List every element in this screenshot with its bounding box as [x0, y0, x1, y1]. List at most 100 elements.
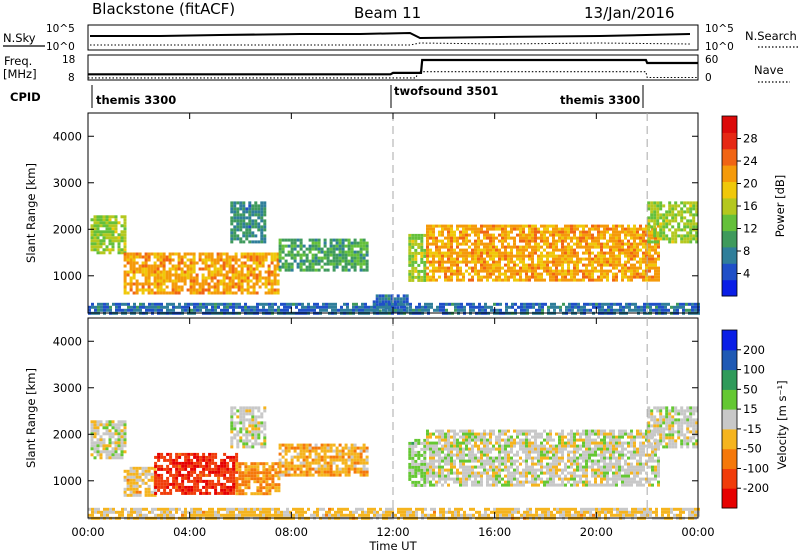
velocity-cell — [181, 479, 185, 483]
velocity-cell — [241, 483, 245, 487]
velocity-cell — [537, 435, 540, 439]
power-cell — [686, 219, 690, 223]
power-cell — [93, 221, 97, 225]
velocity-cell — [268, 471, 272, 475]
velocity-cell — [123, 420, 127, 424]
velocity-cell — [489, 483, 492, 487]
power-cell — [639, 239, 642, 243]
power-cell — [516, 227, 519, 231]
power-cell — [252, 252, 256, 256]
power-cell — [365, 250, 369, 254]
power-cell — [478, 308, 481, 312]
power-cell — [520, 308, 523, 312]
power-cell — [273, 291, 277, 295]
power-cell — [290, 268, 294, 272]
power-cell — [483, 236, 486, 240]
power-cell — [267, 273, 271, 277]
power-cell — [550, 305, 553, 309]
power-cell — [594, 236, 597, 240]
power-cell — [567, 254, 570, 258]
power-cell — [169, 302, 172, 306]
velocity-cell — [299, 455, 303, 459]
power-cell — [251, 207, 255, 211]
power-cell — [429, 248, 432, 252]
velocity-cell — [465, 438, 468, 442]
power-cell — [138, 255, 142, 259]
power-cell — [411, 278, 415, 282]
power-cell — [320, 256, 324, 260]
power-cell — [123, 236, 127, 240]
velocity-cell — [501, 477, 504, 481]
velocity-cell — [543, 453, 546, 457]
power-cell — [307, 302, 310, 306]
power-cell — [195, 282, 199, 286]
velocity-cell — [320, 467, 324, 471]
velocity-cell — [241, 480, 245, 484]
power-cell — [417, 242, 421, 246]
velocity-cell — [193, 452, 197, 456]
power-cell — [537, 260, 540, 264]
power-cell — [270, 252, 274, 256]
power-cell — [108, 221, 112, 225]
power-cell — [462, 224, 465, 228]
power-cell — [141, 273, 145, 277]
power-cell — [385, 302, 388, 306]
power-cell — [240, 252, 244, 256]
velocity-cell — [126, 481, 130, 485]
velocity-cell — [254, 436, 258, 440]
power-cell — [645, 233, 648, 237]
velocity-cell — [232, 473, 236, 477]
power-cell — [236, 228, 240, 232]
velocity-cell — [329, 455, 333, 459]
power-cell — [189, 264, 193, 268]
velocity-cell — [549, 477, 552, 481]
power-cell — [159, 252, 163, 256]
power-cell — [129, 261, 133, 265]
power-cell — [186, 288, 190, 292]
power-cell — [501, 227, 504, 231]
power-cell — [417, 263, 421, 267]
power-cell — [588, 272, 591, 276]
power-cell — [507, 251, 510, 255]
velocity-cell — [260, 421, 264, 425]
power-cell — [600, 251, 603, 255]
power-cell — [447, 248, 450, 252]
power-cell — [513, 224, 516, 228]
velocity-cell — [447, 462, 450, 466]
velocity-cell — [154, 485, 158, 489]
power-cell — [633, 251, 636, 255]
velocity-cell — [114, 438, 118, 442]
power-cell — [648, 251, 651, 255]
power-cell — [597, 239, 600, 243]
velocity-cell — [480, 447, 483, 451]
power-cell — [302, 253, 306, 257]
power-cell — [450, 224, 453, 228]
power-cell — [114, 236, 118, 240]
velocity-cell — [99, 450, 103, 454]
velocity-cell — [129, 469, 133, 473]
power-cell — [634, 305, 637, 309]
velocity-cell — [323, 452, 327, 456]
velocity-cell — [483, 465, 486, 469]
power-cell — [335, 253, 339, 257]
power-cell — [492, 245, 495, 249]
power-cell — [543, 239, 546, 243]
power-cell — [276, 291, 280, 295]
power-cell — [627, 245, 630, 249]
power-cell — [373, 308, 376, 312]
power-cell — [537, 272, 540, 276]
velocity-cell — [456, 477, 459, 481]
power-cell — [447, 224, 450, 228]
power-cell — [621, 230, 624, 234]
power-cell — [519, 227, 522, 231]
power-cell — [600, 257, 603, 261]
power-cell — [329, 247, 333, 251]
velocity-cell — [160, 464, 164, 468]
power-cell — [234, 270, 238, 274]
velocity-cell — [202, 491, 206, 495]
velocity-cell — [522, 474, 525, 478]
velocity-cell — [265, 462, 269, 466]
power-cell — [123, 288, 127, 292]
power-cell — [323, 253, 327, 257]
velocity-cell — [232, 458, 236, 462]
